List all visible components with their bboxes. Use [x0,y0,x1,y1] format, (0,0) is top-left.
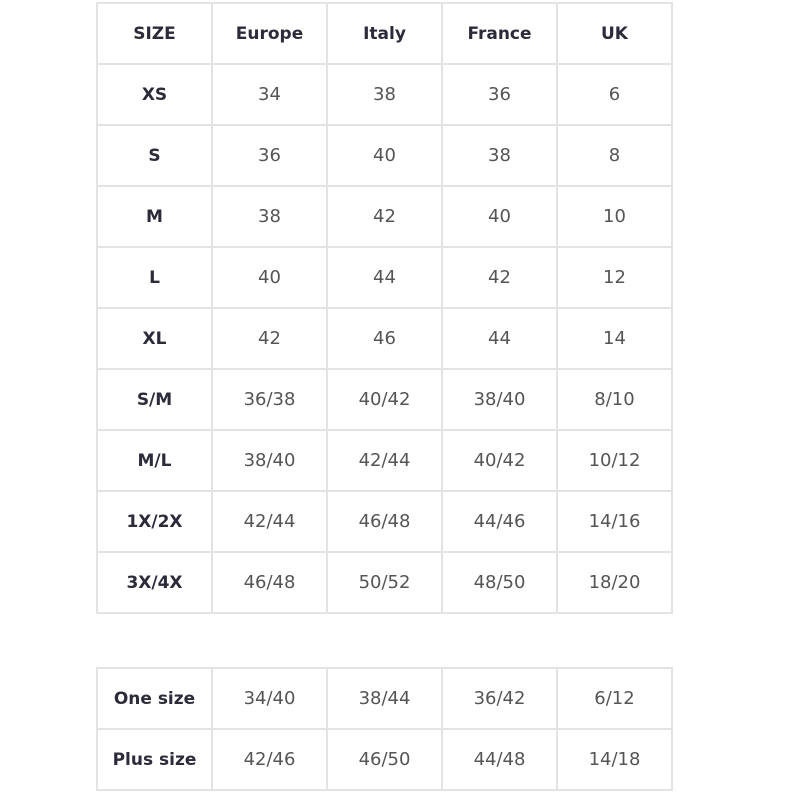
size-value-cell: 8/10 [556,368,673,431]
size-label-cell: XS [96,63,213,126]
size-value-cell: 36 [211,124,328,187]
size-value-cell: 36/38 [211,368,328,431]
size-value-cell: 42/44 [211,490,328,553]
size-value-cell: 46/50 [326,728,443,791]
column-header: Italy [326,2,443,65]
table-row: S/M 36/38 40/42 38/40 8/10 [96,368,673,431]
size-value-cell: 40/42 [326,368,443,431]
size-value-cell: 14/18 [556,728,673,791]
size-value-cell: 10 [556,185,673,248]
column-header: France [441,2,558,65]
table-row: S 36 40 38 8 [96,124,673,187]
size-value-cell: 6/12 [556,667,673,730]
size-value-cell: 44 [326,246,443,309]
size-value-cell: 40/42 [441,429,558,492]
table-row: M/L 38/40 42/44 40/42 10/12 [96,429,673,492]
table-row: One size 34/40 38/44 36/42 6/12 [96,667,673,730]
size-conversion-table: SIZE Europe Italy France UK XS 34 38 36 6 S 36 40 38 8… [96,2,673,614]
size-value-cell: 42/46 [211,728,328,791]
size-value-cell: 40 [326,124,443,187]
size-value-cell: 46 [326,307,443,370]
size-label-cell: L [96,246,213,309]
special-size-table: One size 34/40 38/44 36/42 6/12 Plus size 42/4… [96,667,673,791]
size-label-cell: M/L [96,429,213,492]
column-header: Europe [211,2,328,65]
size-value-cell: 38 [211,185,328,248]
table-row: Plus size 42/46 46/50 44/48 14/18 [96,728,673,791]
size-value-cell: 38/44 [326,667,443,730]
size-value-cell: 12 [556,246,673,309]
size-value-cell: 42 [211,307,328,370]
size-label-cell: 1X/2X [96,490,213,553]
size-value-cell: 44/48 [441,728,558,791]
size-value-cell: 36 [441,63,558,126]
size-value-cell: 50/52 [326,551,443,614]
size-value-cell: 42 [326,185,443,248]
size-value-cell: 42/44 [326,429,443,492]
size-label-cell: 3X/4X [96,551,213,614]
size-value-cell: 38/40 [441,368,558,431]
size-value-cell: 46/48 [211,551,328,614]
table-row: M 38 42 40 10 [96,185,673,248]
size-value-cell: 38 [326,63,443,126]
size-value-cell: 44/46 [441,490,558,553]
table-row: XL 42 46 44 14 [96,307,673,370]
size-value-cell: 6 [556,63,673,126]
size-value-cell: 10/12 [556,429,673,492]
size-value-cell: 34 [211,63,328,126]
size-label-cell: S [96,124,213,187]
size-value-cell: 38/40 [211,429,328,492]
size-value-cell: 46/48 [326,490,443,553]
table-row: L 40 44 42 12 [96,246,673,309]
header-row: SIZE Europe Italy France UK [96,2,673,65]
size-value-cell: 38 [441,124,558,187]
size-value-cell: 42 [441,246,558,309]
size-value-cell: 44 [441,307,558,370]
size-value-cell: 40 [441,185,558,248]
table-row: XS 34 38 36 6 [96,63,673,126]
table-row: 3X/4X 46/48 50/52 48/50 18/20 [96,551,673,614]
size-value-cell: 48/50 [441,551,558,614]
size-label-cell: One size [96,667,213,730]
size-label-cell: M [96,185,213,248]
size-label-cell: S/M [96,368,213,431]
size-value-cell: 40 [211,246,328,309]
column-header: SIZE [96,2,213,65]
size-value-cell: 14/16 [556,490,673,553]
size-label-cell: XL [96,307,213,370]
size-value-cell: 34/40 [211,667,328,730]
size-value-cell: 8 [556,124,673,187]
size-label-cell: Plus size [96,728,213,791]
column-header: UK [556,2,673,65]
size-value-cell: 18/20 [556,551,673,614]
size-value-cell: 36/42 [441,667,558,730]
table-row: 1X/2X 42/44 46/48 44/46 14/16 [96,490,673,553]
size-value-cell: 14 [556,307,673,370]
